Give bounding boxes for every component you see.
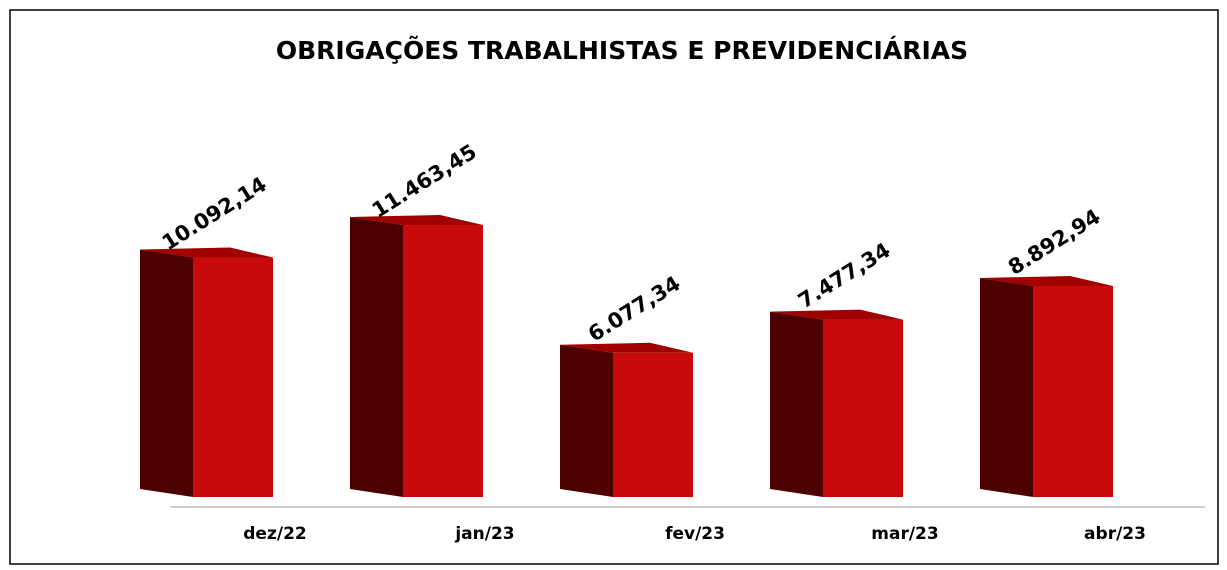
- bar-top: [980, 275, 1113, 286]
- bar: [193, 257, 273, 497]
- x-tick-label: jan/23: [454, 524, 514, 544]
- bar-top: [560, 342, 693, 353]
- bar-side: [350, 217, 403, 497]
- x-tick-label: dez/22: [243, 524, 306, 544]
- bar-top: [350, 215, 483, 225]
- x-tick-label: fev/23: [665, 524, 725, 544]
- bar-top: [140, 247, 273, 258]
- bar-top: [770, 309, 903, 320]
- bar: [613, 352, 693, 497]
- bar-side: [560, 344, 613, 497]
- x-tick-label: abr/23: [1084, 524, 1146, 544]
- chart-title: OBRIGAÇÕES TRABALHISTAS E PREVIDENCIÁRIA…: [276, 35, 968, 65]
- bar-side: [140, 249, 193, 497]
- bar: [403, 225, 483, 497]
- bar-side: [770, 311, 823, 497]
- bar: [1033, 285, 1113, 497]
- x-tick-label: mar/23: [871, 524, 938, 544]
- bar: [823, 319, 903, 497]
- bar-side: [980, 277, 1033, 497]
